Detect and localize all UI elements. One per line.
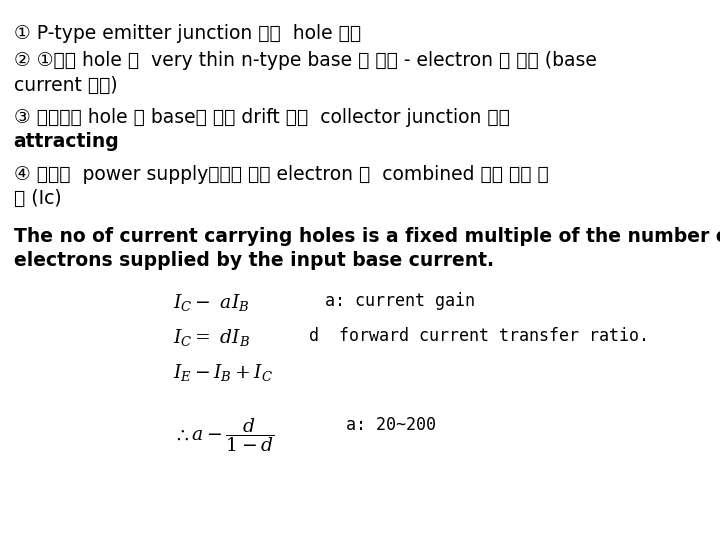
Text: ① P-type emitter junction 에서  hole 생성: ① P-type emitter junction 에서 hole 생성 bbox=[14, 24, 361, 43]
Text: ④ 여기서  power supply로부터 나온 electron 과  combined 되어 전류 흐: ④ 여기서 power supply로부터 나온 electron 과 comb… bbox=[14, 165, 549, 184]
Text: $I_E - I_B + I_C$: $I_E - I_B + I_C$ bbox=[174, 362, 274, 383]
Text: a: 20~200: a: 20~200 bbox=[346, 416, 436, 434]
Text: $I_C - \ a I_B$: $I_C - \ a I_B$ bbox=[174, 292, 250, 313]
Text: ② ①번의 hole 이  very thin n-type base 로 이동 - electron 과 결합 (base: ② ①번의 hole 이 very thin n-type base 로 이동 … bbox=[14, 51, 596, 70]
Text: 름 (Ic): 름 (Ic) bbox=[14, 189, 61, 208]
Text: $\therefore a - \dfrac{d}{1-d}$: $\therefore a - \dfrac{d}{1-d}$ bbox=[174, 416, 275, 454]
Text: a: current gain: a: current gain bbox=[325, 292, 474, 309]
Text: attracting: attracting bbox=[14, 132, 120, 151]
Text: d  forward current transfer ratio.: d forward current transfer ratio. bbox=[309, 327, 649, 345]
Text: The no of current carrying holes is a fixed multiple of the number of: The no of current carrying holes is a fi… bbox=[14, 227, 720, 246]
Text: current 유발): current 유발) bbox=[14, 76, 117, 94]
Text: electrons supplied by the input base current.: electrons supplied by the input base cur… bbox=[14, 251, 493, 270]
Text: ③ 대부분의 hole 은 base를 통해 drift 되어  collector junction 으로: ③ 대부분의 hole 은 base를 통해 drift 되어 collecto… bbox=[14, 108, 510, 127]
Text: $I_C = \ d I_B$: $I_C = \ d I_B$ bbox=[174, 327, 251, 348]
